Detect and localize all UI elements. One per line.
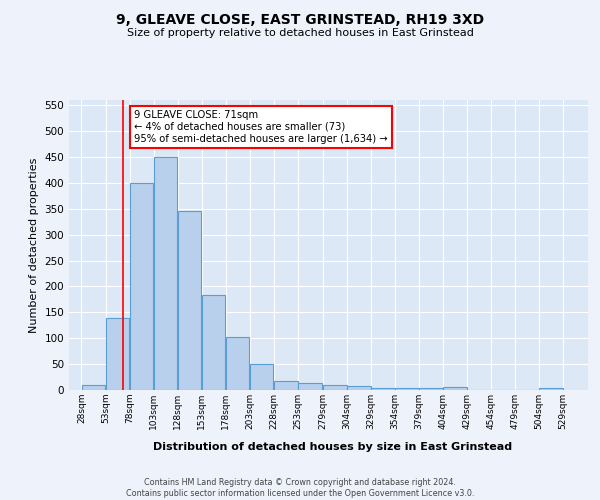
Bar <box>298 383 322 390</box>
Bar <box>539 388 563 390</box>
Bar <box>274 380 298 390</box>
Bar <box>178 212 202 390</box>
Bar <box>395 388 419 390</box>
Bar <box>347 386 371 390</box>
Bar <box>250 364 274 390</box>
Bar <box>323 385 347 390</box>
Bar <box>82 385 105 390</box>
Text: 9, GLEAVE CLOSE, EAST GRINSTEAD, RH19 3XD: 9, GLEAVE CLOSE, EAST GRINSTEAD, RH19 3X… <box>116 12 484 26</box>
Bar <box>371 388 395 390</box>
Bar <box>202 295 226 390</box>
Bar <box>130 183 154 390</box>
Text: Distribution of detached houses by size in East Grinstead: Distribution of detached houses by size … <box>154 442 512 452</box>
Bar <box>154 157 178 390</box>
Bar <box>419 388 443 390</box>
Bar <box>226 336 250 390</box>
Y-axis label: Number of detached properties: Number of detached properties <box>29 158 39 332</box>
Text: Size of property relative to detached houses in East Grinstead: Size of property relative to detached ho… <box>127 28 473 38</box>
Text: 9 GLEAVE CLOSE: 71sqm
← 4% of detached houses are smaller (73)
95% of semi-detac: 9 GLEAVE CLOSE: 71sqm ← 4% of detached h… <box>134 110 388 144</box>
Text: Contains HM Land Registry data © Crown copyright and database right 2024.
Contai: Contains HM Land Registry data © Crown c… <box>126 478 474 498</box>
Bar <box>443 388 467 390</box>
Bar <box>106 318 130 390</box>
